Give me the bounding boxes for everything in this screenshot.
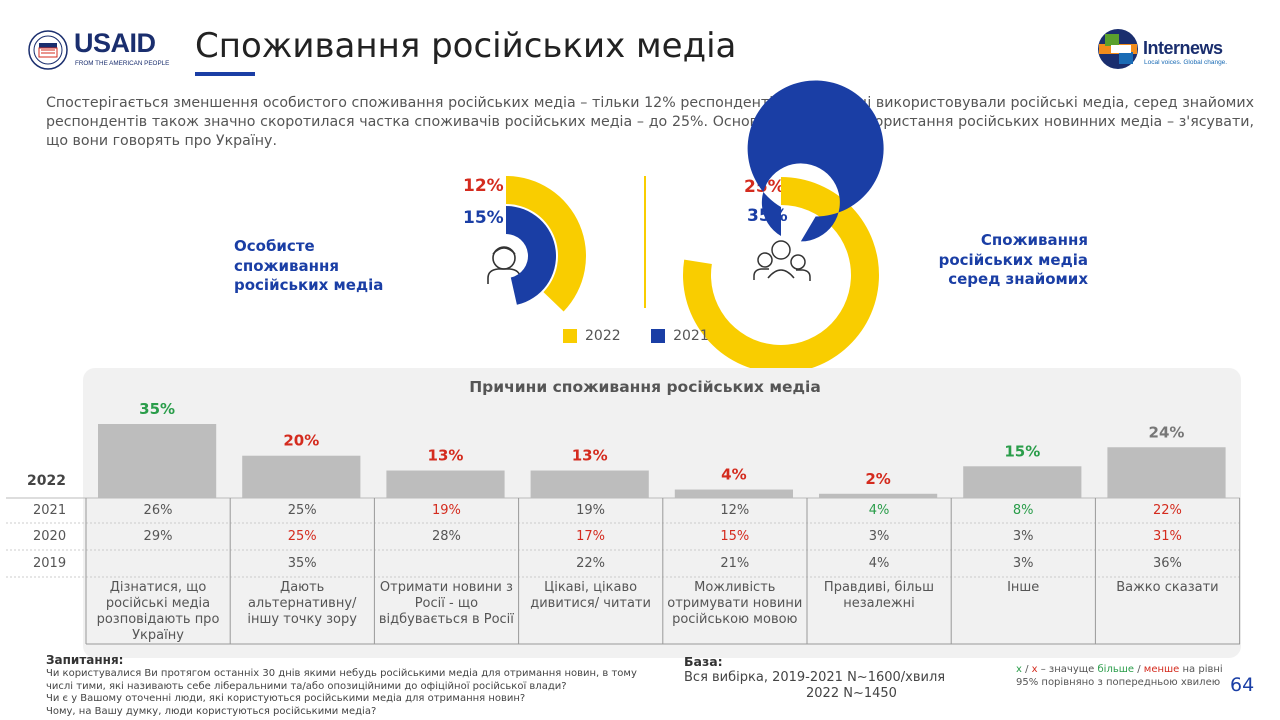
category-label-3: Отримати новини з Росії - що відбуваєтьс… [378, 580, 514, 627]
personal-2022-label: 12% [463, 176, 504, 196]
legend: 2022 2021 [563, 328, 735, 347]
table-cell: 12% [720, 503, 750, 518]
bar-3 [386, 470, 505, 498]
table-cell: 22% [576, 556, 606, 571]
legend-label-2021: 2021 [673, 328, 709, 344]
note-sep: / [1021, 664, 1032, 675]
donut-slice-2021 [506, 206, 557, 305]
reasons-chart-title: Причини споживання російських медіа [469, 378, 821, 396]
table-cell: 17% [576, 529, 606, 544]
base-line-2: 2022 N~1450 [806, 686, 897, 701]
personal-consumption-label: Особисте споживання російських медіа [234, 237, 384, 294]
bar-8 [1107, 447, 1226, 498]
question-heading: Запитання: [46, 653, 124, 667]
internews-globe-icon [1098, 29, 1138, 69]
base-heading: База: [684, 654, 723, 669]
table-cell: 19% [431, 503, 461, 518]
table-cell: 19% [576, 503, 606, 518]
donut-slice-2022 [506, 176, 586, 312]
significance-note: х / х – значуще більше / менше на рівні [1016, 664, 1223, 675]
table-cell: 35% [287, 556, 317, 571]
bar-year-label: 2022 [27, 473, 66, 489]
question-text: Чи користувалися Ви протягом останніх 30… [46, 668, 637, 717]
table-cell: 4% [868, 556, 890, 571]
bar-5 [674, 489, 793, 498]
donut-acquaintances [682, 80, 884, 373]
table-cell: 3% [868, 529, 890, 544]
internews-tagline: Local voices. Global change. [1144, 59, 1228, 66]
note-x-green: х [1016, 664, 1022, 675]
bar-4 [530, 470, 649, 498]
note-mid: – значуще [1037, 664, 1098, 675]
table-cell: 22% [1152, 503, 1182, 518]
bar-value-label-1: 35% [139, 400, 175, 418]
reasons-panel [83, 368, 1241, 658]
bar-value-label-5: 4% [721, 466, 746, 484]
legend-swatch-2021 [651, 329, 666, 343]
page-number: 64 [1230, 674, 1255, 696]
legend-item-2022: 2022 [563, 328, 621, 344]
note-less: менше [1143, 664, 1180, 675]
donut-personal [506, 176, 586, 312]
category-label-2: Дають альтернативну/ іншу точку зору [247, 580, 357, 627]
table-cell: 36% [1152, 556, 1182, 571]
usaid-logo: USAID FROM THE AMERICAN PEOPLE [28, 28, 173, 72]
table-cell: 21% [720, 556, 750, 571]
category-label-7: Інше [1007, 580, 1040, 595]
table-cell: 26% [143, 503, 173, 518]
bar-value-label-7: 15% [1004, 442, 1040, 460]
bar-2 [242, 455, 361, 498]
bar-value-label-8: 24% [1149, 423, 1185, 441]
note-sep-2: / [1134, 664, 1144, 675]
internews-wordmark: Internews [1143, 38, 1223, 58]
table-cell: 25% [287, 529, 317, 544]
category-label-1: Дізнатися, що російські медіа розповідаю… [96, 580, 220, 643]
legend-swatch-2022 [563, 329, 577, 343]
personal-2021-label: 15% [463, 208, 504, 228]
donut-slice-2021 [747, 80, 884, 242]
intro-paragraph: Спостерігається зменшення особистого спо… [46, 95, 1254, 149]
legend-label-2022: 2022 [585, 328, 621, 344]
bar-value-label-4: 13% [572, 447, 608, 465]
note-more: більше [1097, 664, 1135, 675]
acquaintances-consumption-label: Споживання російських медіа серед знайом… [938, 231, 1088, 288]
table-year-2020: 2020 [33, 529, 67, 544]
category-label-5: Можливість отримувати новини російською … [667, 580, 803, 627]
table-year-2019: 2019 [33, 556, 67, 571]
category-label-6: Правдиві, більш незалежні [823, 580, 935, 611]
bar-1 [98, 424, 217, 498]
table-cell: 25% [287, 503, 317, 518]
title-underline [195, 72, 255, 76]
page-title: Споживання російських медіа [195, 26, 737, 66]
table-year-2021: 2021 [33, 503, 67, 518]
base-line-1: Вся вибірка, 2019-2021 N~1600/хвиля [684, 670, 946, 685]
table-cell: 29% [143, 529, 173, 544]
usaid-wordmark: USAID [74, 28, 156, 58]
internews-logo: Internews Local voices. Global change. [1097, 28, 1247, 72]
bar-value-label-3: 13% [428, 447, 464, 465]
bar-6 [819, 493, 938, 498]
significance-note-line-2: 95% порівняно з попередньою хвилею [1016, 677, 1221, 688]
category-label-4: Цікаві, цікаво дивитися/ читати [530, 580, 651, 611]
table-cell: 15% [720, 529, 750, 544]
table-cell: 3% [1012, 529, 1034, 544]
bar-7 [963, 466, 1082, 498]
table-cell: 31% [1152, 529, 1182, 544]
bar-value-label-2: 20% [283, 432, 319, 450]
bar-value-label-6: 2% [865, 470, 890, 488]
usaid-seal-icon [28, 30, 68, 70]
note-x-red: х [1031, 664, 1038, 675]
table-cell: 3% [1012, 556, 1034, 571]
usaid-subtitle: FROM THE AMERICAN PEOPLE [75, 60, 170, 67]
group-icon [753, 240, 811, 281]
table-cell: 28% [431, 529, 461, 544]
legend-item-2021: 2021 [651, 328, 709, 344]
category-label-8: Важко сказати [1116, 580, 1219, 595]
table-cell: 4% [868, 503, 890, 518]
note-tail: на рівні [1179, 664, 1223, 675]
table-cell: 8% [1012, 503, 1034, 518]
